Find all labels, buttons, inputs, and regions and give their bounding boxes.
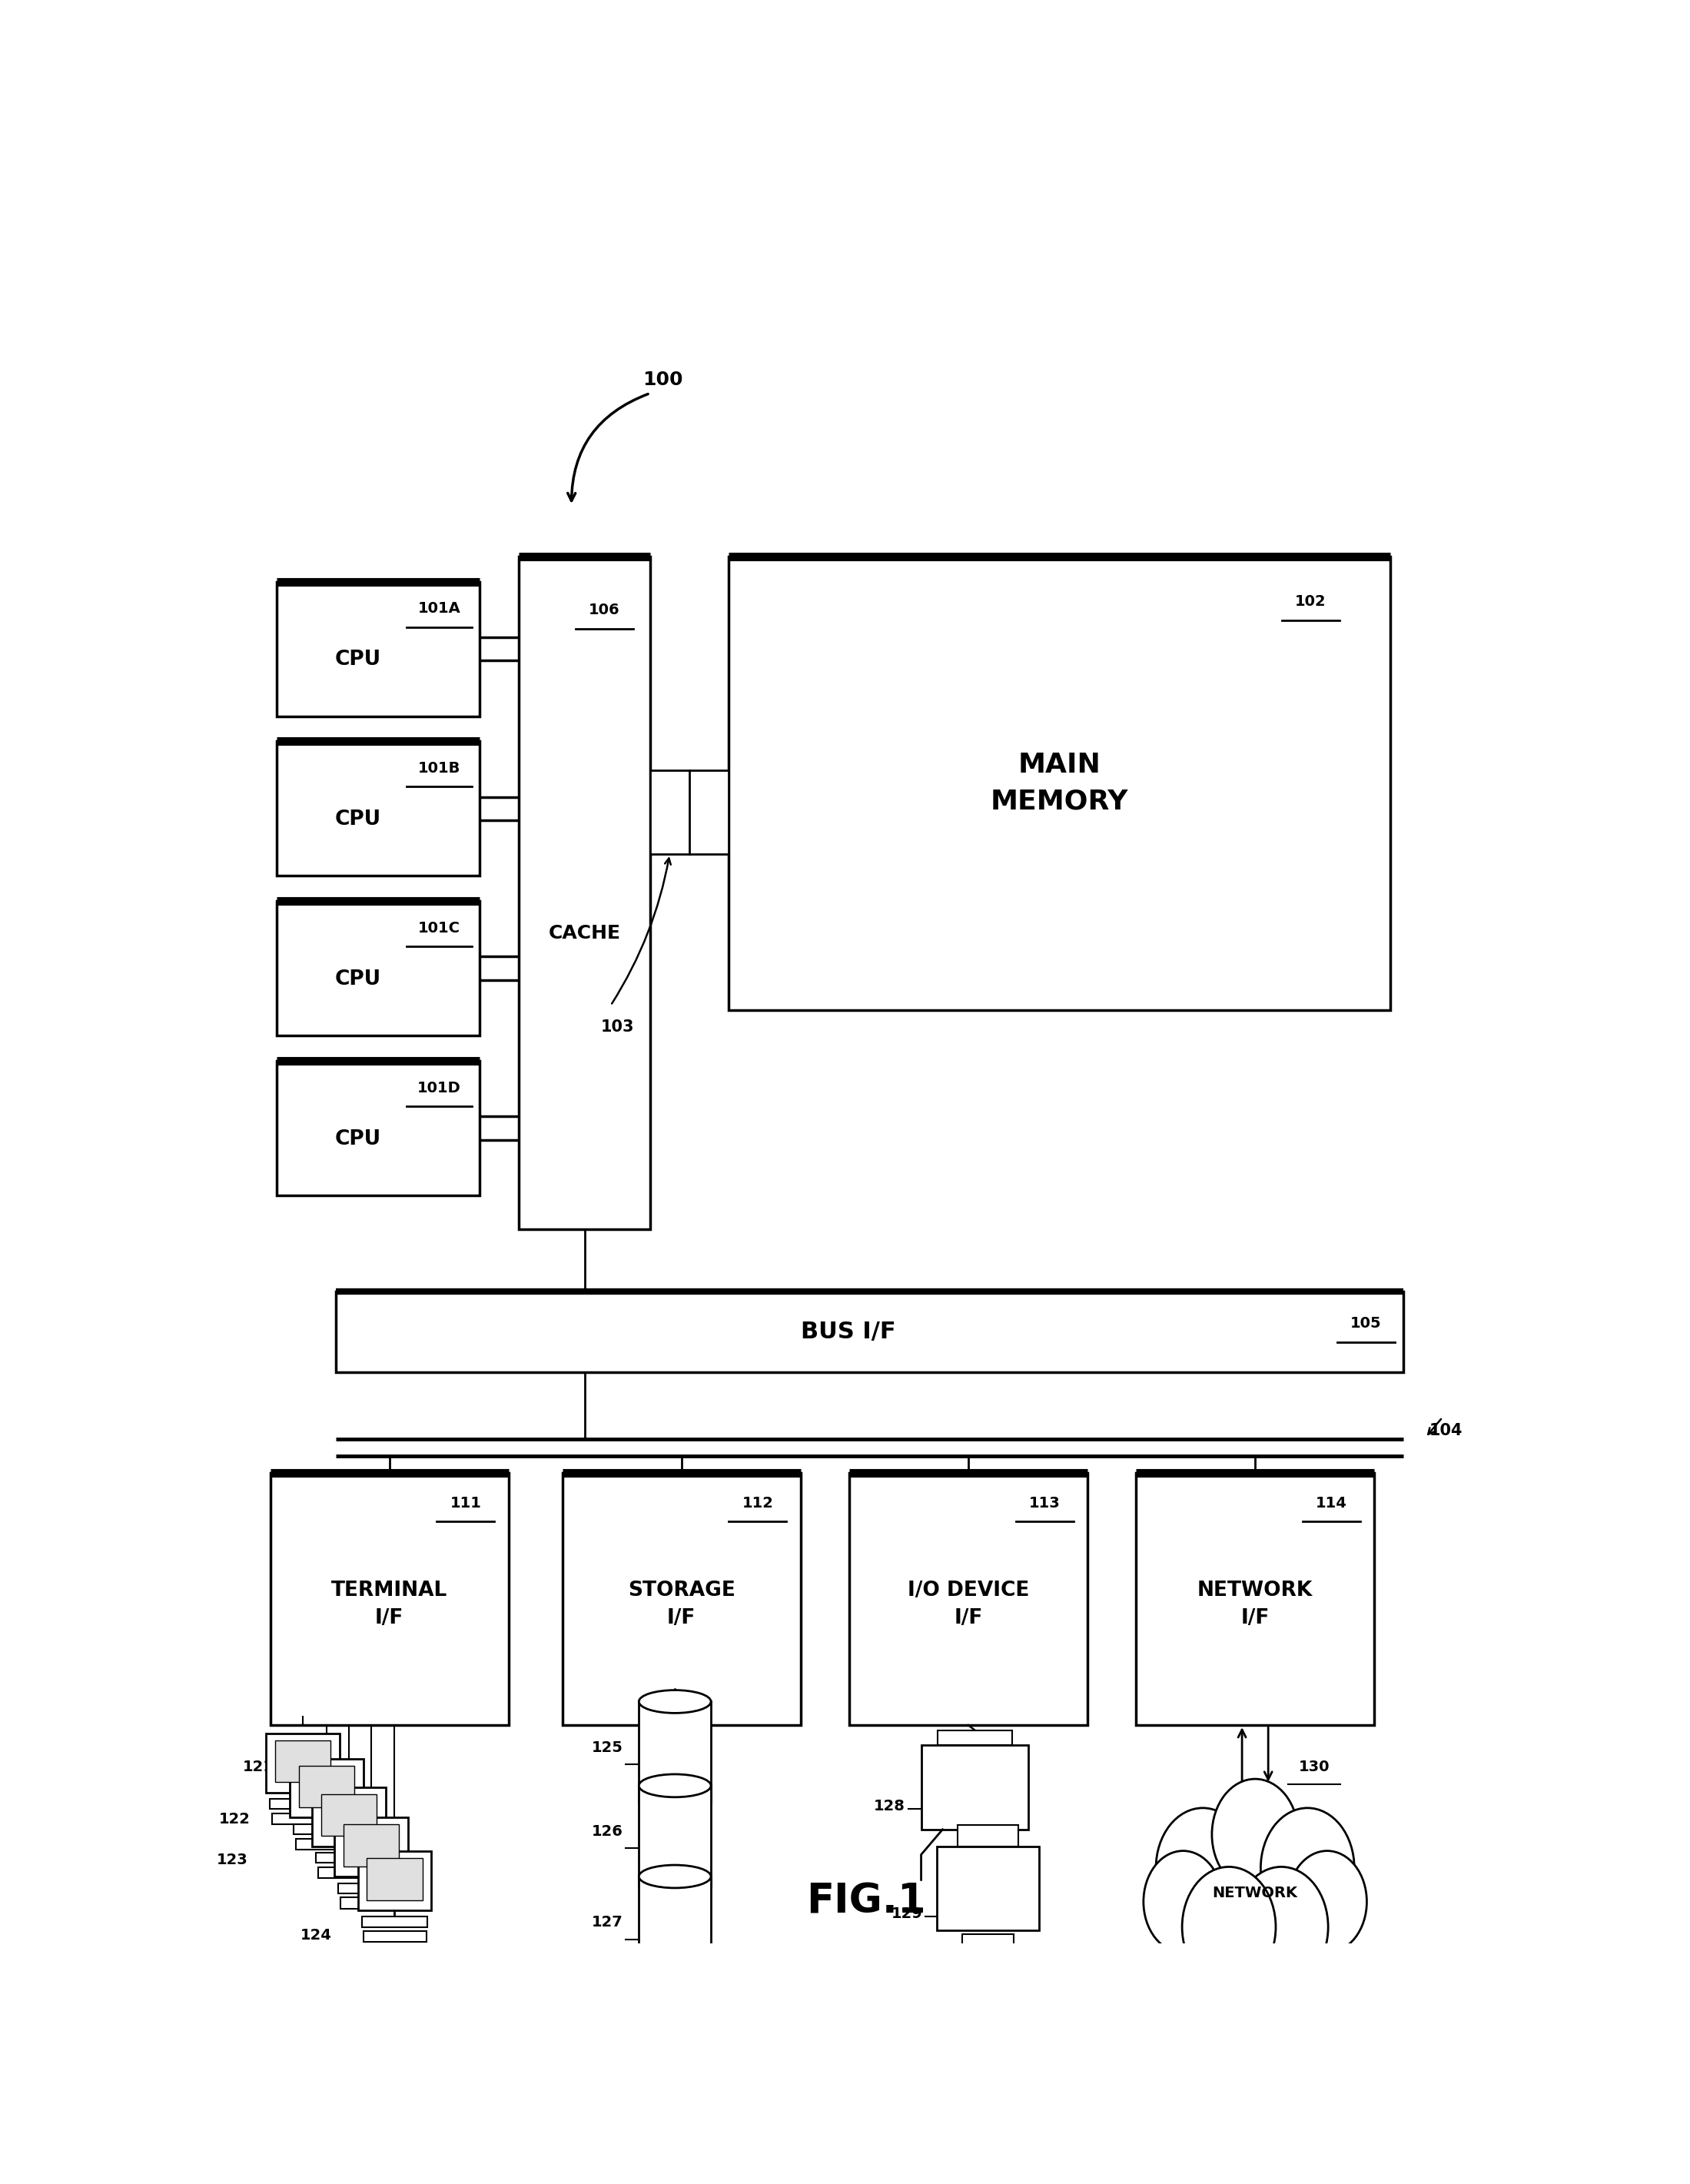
Circle shape	[1212, 1780, 1298, 1889]
Circle shape	[1261, 1808, 1354, 1928]
Text: 113: 113	[1029, 1496, 1060, 1511]
Bar	[291, 1758, 363, 1817]
Bar	[296, 1839, 358, 1850]
Ellipse shape	[639, 1773, 711, 1797]
Text: 122: 122	[220, 1813, 250, 1826]
Bar	[367, 1859, 422, 1900]
Text: CACHE: CACHE	[549, 924, 620, 941]
Circle shape	[1144, 1850, 1222, 1952]
Bar	[938, 1730, 1012, 1745]
Text: 104: 104	[1430, 1424, 1464, 1439]
Bar	[275, 1741, 331, 1782]
Bar	[639, 1876, 711, 1981]
Text: 123: 123	[216, 1852, 248, 1867]
Bar	[321, 1793, 377, 1837]
Text: 128: 128	[874, 1800, 906, 1813]
Text: 127: 127	[592, 1915, 624, 1931]
Circle shape	[1234, 1867, 1328, 1987]
Bar	[848, 1472, 1087, 1725]
Text: 101D: 101D	[417, 1081, 461, 1094]
Bar	[639, 1787, 711, 1889]
Circle shape	[1288, 1850, 1367, 1952]
Bar	[363, 1931, 426, 1942]
Bar	[338, 1883, 404, 1894]
Bar	[639, 1701, 711, 1806]
Text: 112: 112	[742, 1496, 774, 1511]
Bar	[318, 1867, 380, 1878]
Bar	[1136, 1472, 1374, 1725]
Bar	[335, 1817, 407, 1876]
Text: TERMINAL
I/F: TERMINAL I/F	[331, 1581, 448, 1627]
Bar	[358, 1852, 431, 1911]
Bar	[962, 1935, 1014, 1959]
Bar	[563, 1472, 801, 1725]
Ellipse shape	[639, 1970, 711, 1992]
Bar	[340, 1898, 402, 1909]
Ellipse shape	[639, 1878, 711, 1902]
Text: 100: 100	[642, 371, 683, 389]
Bar	[316, 1852, 382, 1863]
Ellipse shape	[639, 1690, 711, 1712]
Bar	[635, 1979, 713, 1987]
Bar	[957, 1826, 1019, 1845]
Text: 124: 124	[301, 1928, 331, 1942]
Bar	[728, 557, 1391, 1011]
Text: 114: 114	[1317, 1496, 1347, 1511]
Text: NETWORK
I/F: NETWORK I/F	[1198, 1581, 1313, 1627]
Bar	[277, 581, 480, 716]
Text: BUS I/F: BUS I/F	[801, 1321, 896, 1343]
Ellipse shape	[639, 1795, 711, 1817]
Text: STORAGE
I/F: STORAGE I/F	[627, 1581, 735, 1627]
Circle shape	[1156, 1808, 1249, 1928]
Bar	[277, 902, 480, 1035]
Text: 103: 103	[600, 1020, 634, 1035]
Text: 101B: 101B	[417, 760, 460, 775]
Ellipse shape	[639, 1865, 711, 1887]
Text: 106: 106	[588, 603, 620, 618]
Bar	[921, 1745, 1029, 1830]
Bar	[362, 1918, 428, 1926]
Bar	[936, 1845, 1039, 1931]
Text: 126: 126	[592, 1824, 624, 1839]
Text: CPU: CPU	[335, 649, 380, 670]
Text: NETWORK: NETWORK	[1212, 1887, 1298, 1900]
Text: 111: 111	[450, 1496, 482, 1511]
Text: CPU: CPU	[335, 1129, 380, 1149]
Text: CPU: CPU	[335, 970, 380, 989]
Bar	[336, 1291, 1403, 1372]
Bar	[277, 740, 480, 876]
Text: 130: 130	[1298, 1760, 1330, 1773]
Bar	[343, 1824, 399, 1867]
Text: 101C: 101C	[417, 922, 460, 935]
Bar	[651, 771, 728, 854]
Bar	[294, 1824, 360, 1835]
Text: 101A: 101A	[417, 601, 461, 616]
Bar	[299, 1765, 355, 1808]
Text: 102: 102	[1295, 594, 1327, 609]
Bar	[635, 1889, 713, 1896]
Text: CPU: CPU	[335, 810, 380, 830]
Bar	[267, 1734, 340, 1793]
Text: I/O DEVICE
I/F: I/O DEVICE I/F	[908, 1581, 1029, 1627]
Bar	[313, 1787, 385, 1845]
Bar	[519, 557, 651, 1230]
Circle shape	[1181, 1867, 1276, 1987]
Bar	[635, 1804, 713, 1813]
Text: 125: 125	[592, 1741, 624, 1754]
Text: FIG.1: FIG.1	[806, 1883, 926, 1922]
Bar	[270, 1472, 509, 1725]
Text: 121: 121	[243, 1760, 274, 1773]
Bar	[270, 1800, 336, 1808]
Bar	[277, 1061, 480, 1195]
Text: MAIN
MEMORY: MAIN MEMORY	[990, 751, 1129, 815]
Bar	[272, 1813, 335, 1824]
Text: 105: 105	[1350, 1317, 1381, 1330]
Text: 129: 129	[891, 1907, 923, 1920]
